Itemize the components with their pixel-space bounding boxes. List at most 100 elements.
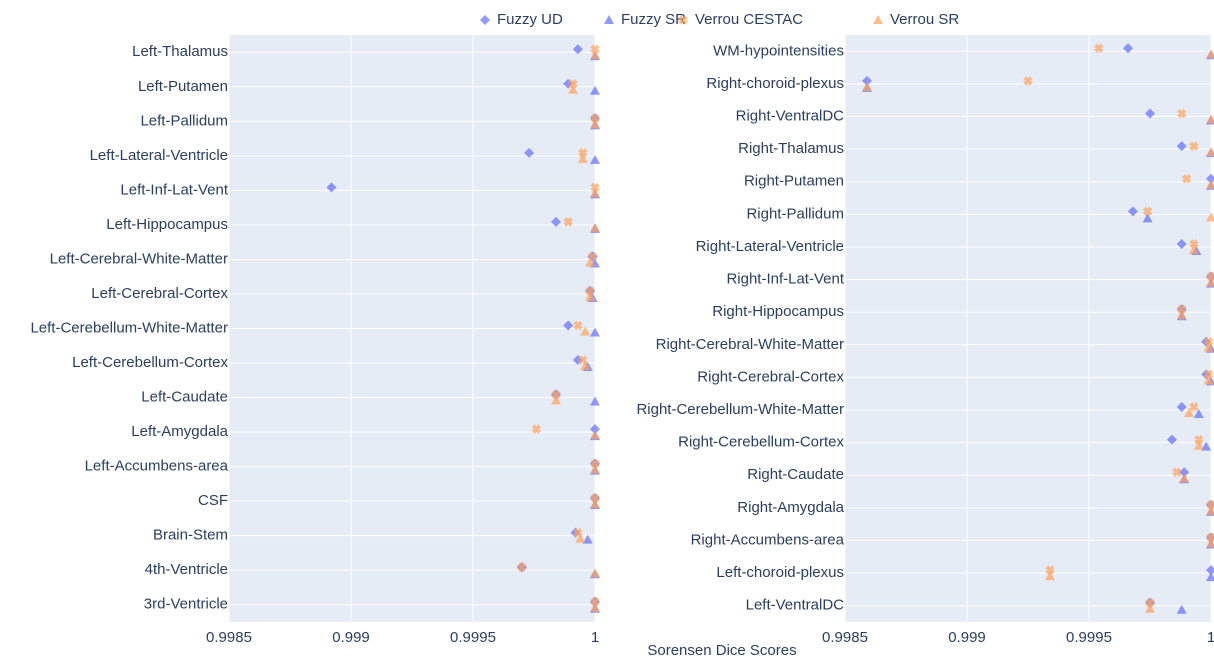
marker: [861, 81, 872, 91]
x-tick-label: 1: [1207, 629, 1214, 646]
marker: [572, 44, 583, 55]
marker: [563, 217, 573, 227]
y-tick-label: Right-Cerebral-Cortex: [697, 368, 844, 385]
y-tick-label: Left-Pallidum: [140, 112, 228, 129]
marker: [568, 78, 578, 89]
marker: [1176, 108, 1187, 119]
marker: [1206, 277, 1214, 287]
y-tick-label: Left-Amygdala: [131, 423, 228, 440]
marker: [1206, 114, 1214, 124]
x-tick-label: 0.9985: [822, 629, 868, 646]
legend-marker: [678, 15, 688, 25]
marker: [1206, 572, 1214, 582]
marker: [1206, 500, 1214, 510]
marker: [1188, 244, 1199, 254]
marker: [585, 291, 596, 301]
y-tick-label: Right-VentralDC: [736, 107, 845, 124]
marker: [1179, 467, 1190, 478]
marker: [550, 216, 561, 227]
y-tick-label: CSF: [198, 492, 228, 509]
y-tick-label: Right-Cerebellum-Cortex: [678, 434, 844, 451]
y-tick-label: Right-Lateral-Ventricle: [696, 238, 844, 255]
marker: [1176, 238, 1187, 249]
marker: [1206, 173, 1214, 184]
marker: [550, 395, 561, 405]
marker: [1206, 179, 1214, 189]
legend-marker: [480, 15, 490, 25]
marker: [568, 84, 579, 94]
marker: [326, 182, 337, 193]
marker: [1206, 212, 1214, 222]
marker: [590, 568, 600, 578]
y-tick-label: Left-Cerebellum-Cortex: [72, 354, 228, 371]
marker: [1206, 147, 1214, 157]
y-tick-label: WM-hypointensities: [713, 42, 844, 59]
marker: [1193, 440, 1204, 450]
y-tick-label: Right-Cerebellum-White-Matter: [636, 401, 844, 418]
marker: [1184, 408, 1195, 418]
marker: [590, 119, 600, 129]
marker: [1189, 239, 1199, 249]
marker: [1176, 604, 1187, 614]
marker: [1203, 337, 1214, 347]
x-tick-label: 0.9985: [206, 629, 252, 646]
legend-label: Fuzzy UD: [497, 11, 563, 28]
marker: [1193, 409, 1204, 419]
y-tick-label: Right-Cerebral-White-Matter: [656, 336, 844, 353]
y-tick-label: Right-Inf-Lat-Vent: [726, 271, 844, 288]
marker: [1123, 43, 1134, 54]
marker: [1176, 402, 1187, 413]
legend-label: Verrou SR: [890, 11, 959, 28]
legend-label: Fuzzy SR: [621, 11, 686, 28]
marker: [1206, 565, 1214, 576]
marker: [590, 602, 600, 612]
y-tick-label: Left-Cerebral-White-Matter: [50, 250, 228, 267]
marker: [585, 257, 596, 267]
y-tick-label: Left-Inf-Lat-Vent: [120, 181, 228, 198]
marker: [1142, 206, 1153, 217]
marker: [1201, 441, 1212, 451]
plot-background: [845, 35, 1211, 622]
y-tick-label: Left-Accumbens-area: [85, 458, 229, 475]
marker: [590, 493, 600, 503]
marker: [1206, 532, 1214, 543]
marker: [590, 188, 600, 198]
marker: [563, 320, 574, 331]
y-tick-label: Right-Putamen: [744, 173, 844, 190]
marker: [1093, 43, 1104, 54]
marker: [590, 85, 600, 95]
marker: [524, 147, 535, 158]
legend-marker: [604, 15, 614, 24]
marker: [1189, 402, 1199, 412]
marker: [551, 389, 561, 400]
y-tick-label: Right-Hippocampus: [712, 303, 844, 320]
marker: [1166, 434, 1177, 445]
marker: [582, 534, 593, 544]
marker: [517, 562, 527, 573]
marker: [577, 153, 588, 163]
marker: [590, 327, 600, 337]
y-tick-label: Right-choroid-plexus: [706, 75, 844, 92]
x-tick-label: 0.999: [332, 629, 370, 646]
marker: [1203, 342, 1214, 352]
marker: [590, 50, 600, 60]
marker: [1145, 108, 1155, 119]
y-tick-label: Left-Hippocampus: [106, 216, 228, 233]
marker: [531, 424, 542, 434]
marker: [1194, 434, 1204, 445]
marker: [1045, 565, 1055, 575]
marker: [1206, 49, 1214, 59]
x-tick-label: 0.999: [948, 629, 986, 646]
marker: [590, 596, 600, 607]
marker: [590, 222, 600, 232]
marker: [590, 464, 600, 474]
y-tick-label: 4th-Ventricle: [145, 561, 228, 578]
y-tick-label: Left-VentralDC: [746, 597, 845, 614]
marker: [590, 154, 600, 164]
marker: [1203, 375, 1214, 385]
marker: [1145, 603, 1155, 613]
marker: [1142, 213, 1153, 223]
marker: [590, 499, 600, 509]
marker: [570, 527, 581, 538]
